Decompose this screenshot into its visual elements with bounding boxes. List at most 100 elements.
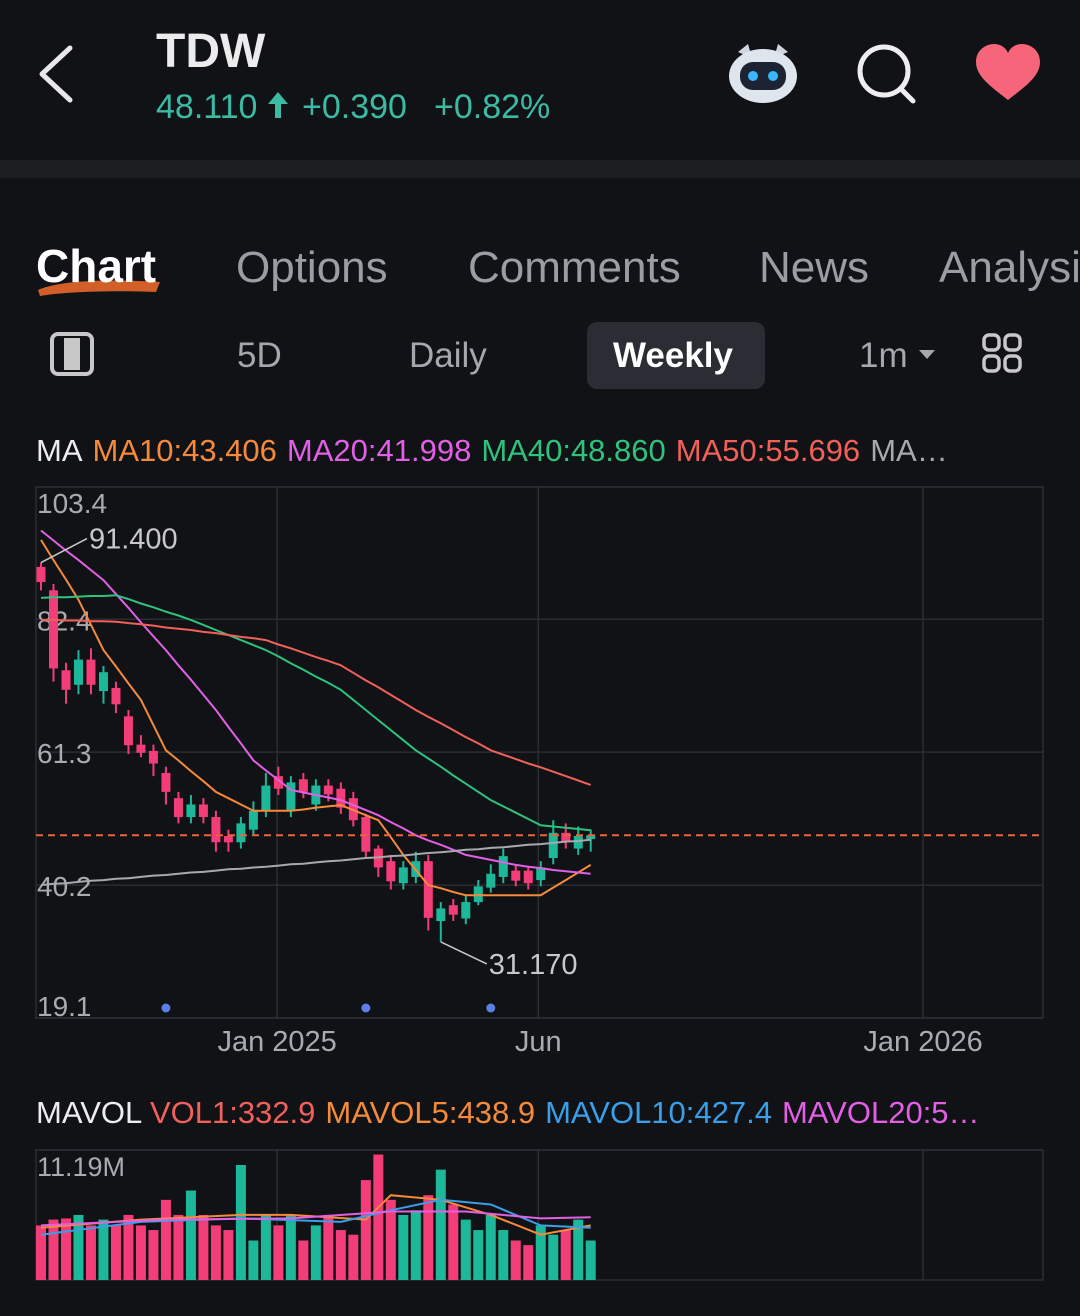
volume-bar <box>60 1218 71 1280</box>
robot-eye <box>748 71 758 81</box>
candle-body <box>548 832 558 859</box>
price: 48.110 <box>156 88 257 126</box>
annotation-label: 31.170 <box>489 949 578 981</box>
assistant-icon[interactable] <box>729 44 797 103</box>
volume-bar <box>498 1230 509 1280</box>
volume-bar <box>198 1214 209 1280</box>
volume-bar <box>85 1225 96 1280</box>
more-indicators[interactable] <box>982 333 1022 373</box>
ma-line <box>40 838 591 887</box>
candle-body <box>236 823 246 843</box>
search-handle <box>898 86 916 104</box>
mavol-line <box>40 1210 591 1227</box>
robot-eye <box>768 71 778 81</box>
legend-entry: MAVOL5:438.9 <box>325 1095 535 1130</box>
volume-bar <box>185 1190 196 1280</box>
volume-bar <box>373 1154 384 1280</box>
candle-body <box>211 817 221 843</box>
volume-bar <box>273 1225 284 1280</box>
candle-body <box>36 566 46 583</box>
search-circle <box>857 44 911 98</box>
period[interactable]: Daily <box>409 336 487 375</box>
candle-body <box>436 908 446 921</box>
volume-bar <box>173 1214 184 1280</box>
candle-body <box>298 779 308 792</box>
annotation-label: 91.400 <box>89 524 178 556</box>
ma-line <box>40 529 591 875</box>
candle-body <box>511 870 521 881</box>
candle-body <box>61 670 71 690</box>
y-tick-label: 61.3 <box>37 738 92 769</box>
candle-body <box>523 870 533 884</box>
layout-toggle[interactable] <box>50 332 94 376</box>
candle-body <box>561 832 571 841</box>
candle-body <box>123 716 133 746</box>
event-marker <box>361 1003 371 1013</box>
period[interactable]: 1m <box>859 336 908 375</box>
volume-bar <box>248 1240 259 1280</box>
x-tick-label: Jan 2025 <box>217 1026 336 1058</box>
mavol-line <box>40 1198 591 1236</box>
mavol-line <box>40 1194 591 1236</box>
candle-body <box>586 835 596 840</box>
y-tick-label: 11.19M <box>37 1152 125 1182</box>
ma-line <box>40 594 591 832</box>
candle-body <box>386 861 396 882</box>
legend-title: MA <box>36 433 83 468</box>
price-change: +0.390 <box>302 88 407 126</box>
candle-body <box>111 687 121 705</box>
up-arrow <box>268 92 288 118</box>
volume-bar <box>135 1225 146 1280</box>
volume-bar <box>335 1230 346 1280</box>
candle-body <box>273 776 283 789</box>
tab[interactable]: Analysis <box>939 243 1080 292</box>
candle-body <box>323 785 333 795</box>
candle-body <box>498 856 508 877</box>
legend-entry: MAVOL20:5… <box>782 1095 980 1130</box>
volume-bar <box>573 1219 584 1280</box>
active-tab-underline <box>38 280 160 296</box>
volume-bar <box>35 1225 46 1280</box>
volume-bar <box>510 1240 521 1280</box>
period[interactable]: 5D <box>237 336 282 375</box>
volume-bar <box>360 1180 371 1280</box>
back-button[interactable] <box>39 45 73 103</box>
y-tick-label: 19.1 <box>37 991 92 1022</box>
tab[interactable]: Chart <box>36 240 156 292</box>
legend-entry: MA10:43.406 <box>93 433 277 468</box>
volume-bar <box>448 1204 459 1280</box>
robot-visor <box>740 62 786 90</box>
grid-cell <box>982 333 1001 352</box>
candle-body <box>73 659 83 685</box>
legend-entry: MA50:55.696 <box>676 433 860 468</box>
grid-cell <box>982 354 1001 373</box>
legend: MAVOL VOL1:332.9 MAVOL5:438.9 MAVOL10:427.4… <box>36 1095 980 1130</box>
period[interactable]: Weekly <box>613 336 734 375</box>
tab[interactable]: News <box>759 243 869 292</box>
event-marker <box>486 1003 496 1013</box>
volume-bar <box>223 1230 234 1280</box>
tab[interactable]: Options <box>236 243 388 292</box>
candle-body <box>186 804 196 818</box>
volume-bar <box>73 1214 84 1280</box>
volume-bar <box>48 1219 59 1280</box>
y-tick-label: 103.4 <box>37 488 107 519</box>
y-tick-label: 40.2 <box>37 871 92 902</box>
volume-bar <box>285 1214 296 1280</box>
search-button[interactable] <box>857 44 916 104</box>
candle-body <box>448 905 458 915</box>
toggle-frame <box>50 332 94 376</box>
annotation-leader <box>40 537 88 564</box>
volume-bar <box>348 1234 359 1280</box>
volume-bar <box>535 1225 546 1280</box>
candle-body <box>536 867 546 881</box>
event-marker <box>161 1003 171 1013</box>
volume-bar <box>148 1230 159 1280</box>
favorite-button[interactable] <box>976 44 1040 100</box>
tab[interactable]: Comments <box>468 243 681 292</box>
volume-bar <box>423 1195 434 1280</box>
volume-bar <box>298 1240 309 1280</box>
candle-body <box>223 835 233 843</box>
candle-body <box>86 659 96 685</box>
